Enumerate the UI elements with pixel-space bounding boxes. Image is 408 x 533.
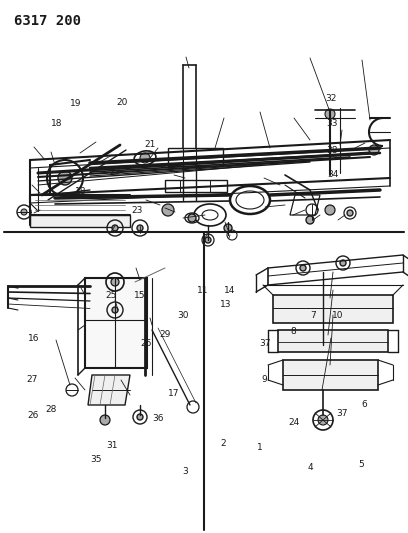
Circle shape [111, 278, 119, 286]
Circle shape [112, 307, 118, 313]
Circle shape [140, 153, 150, 163]
Text: 6317 200: 6317 200 [14, 14, 81, 28]
Text: 35: 35 [90, 455, 102, 464]
Text: 3: 3 [183, 467, 188, 476]
Text: 9: 9 [262, 375, 267, 384]
Text: 37: 37 [259, 340, 271, 348]
Circle shape [188, 214, 196, 222]
Bar [85, 278, 147, 368]
Text: 33: 33 [327, 119, 338, 128]
Circle shape [340, 260, 346, 266]
Text: 11: 11 [197, 286, 209, 295]
Text: 23: 23 [131, 206, 142, 215]
Text: 18: 18 [51, 119, 62, 128]
Circle shape [100, 415, 110, 425]
Text: 31: 31 [106, 441, 118, 449]
Text: 20: 20 [116, 98, 127, 107]
Circle shape [300, 265, 306, 271]
Text: 10: 10 [332, 311, 344, 320]
Circle shape [369, 145, 379, 155]
Circle shape [325, 205, 335, 215]
Circle shape [137, 225, 143, 231]
Text: 4: 4 [307, 464, 313, 472]
Circle shape [318, 415, 328, 425]
Circle shape [224, 224, 232, 232]
Circle shape [306, 216, 314, 224]
Circle shape [58, 171, 72, 185]
Text: 5: 5 [358, 461, 364, 469]
Text: 1: 1 [257, 443, 263, 452]
Text: 32: 32 [326, 94, 337, 103]
Text: 6: 6 [361, 400, 367, 408]
Circle shape [162, 204, 174, 216]
Text: 26: 26 [28, 411, 39, 420]
Bar [168, 148, 223, 166]
Ellipse shape [236, 191, 264, 209]
Text: 17: 17 [168, 389, 179, 398]
Text: 28: 28 [45, 405, 57, 414]
Text: 7: 7 [310, 311, 316, 320]
Text: 14: 14 [224, 286, 235, 295]
Polygon shape [88, 375, 130, 405]
Text: 34: 34 [327, 171, 338, 179]
Text: 22: 22 [109, 167, 121, 176]
Circle shape [205, 237, 211, 243]
Text: 36: 36 [153, 414, 164, 423]
Circle shape [21, 209, 27, 215]
Bar [30, 215, 130, 227]
Bar [165, 180, 227, 192]
Text: 16: 16 [28, 334, 39, 343]
Text: 25: 25 [105, 292, 117, 300]
Circle shape [347, 210, 353, 216]
Text: 37: 37 [336, 409, 348, 417]
Text: 2: 2 [221, 440, 226, 448]
Bar [283, 360, 378, 390]
Circle shape [137, 414, 143, 420]
Text: 13: 13 [220, 301, 231, 309]
Text: 18: 18 [75, 188, 86, 196]
Text: 15: 15 [134, 292, 145, 300]
Text: 38: 38 [327, 146, 338, 155]
Text: 8: 8 [290, 327, 296, 336]
Text: 21: 21 [144, 141, 156, 149]
Bar [273, 295, 393, 323]
Text: 30: 30 [177, 311, 188, 320]
Text: 19: 19 [70, 100, 81, 108]
Text: 27: 27 [26, 375, 38, 384]
Text: 24: 24 [288, 418, 299, 427]
Text: 26: 26 [140, 340, 152, 348]
Bar [278, 330, 388, 352]
Circle shape [112, 225, 118, 231]
Text: 29: 29 [160, 330, 171, 339]
Circle shape [325, 109, 335, 119]
